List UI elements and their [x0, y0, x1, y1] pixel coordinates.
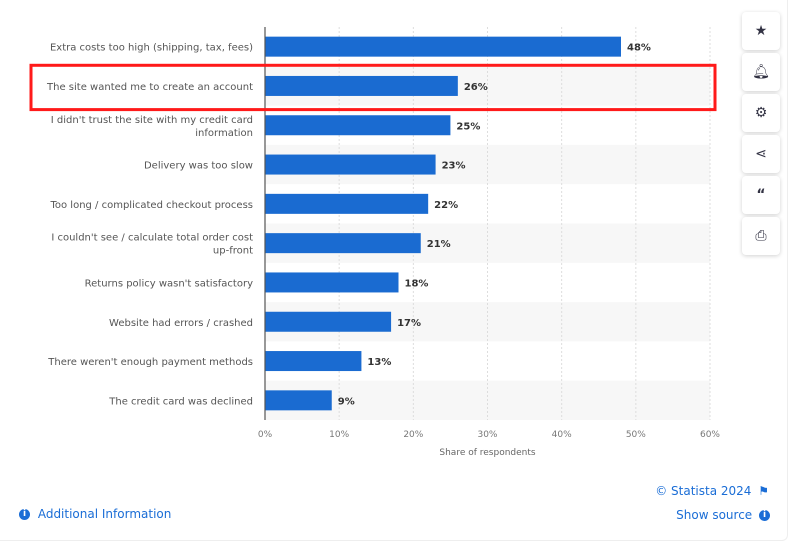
info-icon: i — [19, 509, 30, 520]
x-tick-label: 0% — [258, 430, 273, 440]
x-tick-label: 10% — [329, 430, 349, 440]
notification-button[interactable]: 🔔︎ — [742, 53, 780, 91]
info-icon: i — [759, 510, 770, 521]
print-button[interactable]: ⎙ — [742, 217, 780, 255]
category-label: Too long / complicated checkout process — [49, 200, 253, 211]
category-label: Returns policy wasn't satisfactory — [85, 278, 253, 289]
data-label: 9% — [338, 396, 355, 407]
data-label: 23% — [442, 161, 466, 172]
x-tick-label: 20% — [403, 430, 423, 440]
bar — [265, 311, 392, 332]
highlight-box — [29, 63, 717, 112]
additional-information-link[interactable]: i Additional Information — [19, 507, 171, 521]
cite-button[interactable]: “ — [742, 176, 780, 214]
data-label: 18% — [405, 278, 429, 289]
settings-button[interactable]: ⚙ — [742, 94, 780, 132]
category-label: Website had errors / crashed — [109, 318, 253, 329]
print-icon: ⎙ — [755, 228, 767, 244]
bar — [265, 154, 436, 175]
x-tick-label: 60% — [700, 430, 720, 440]
category-label: The credit card was declined — [108, 396, 253, 407]
data-label: 13% — [367, 357, 391, 368]
bell-icon: 🔔︎ — [752, 64, 770, 80]
flag-icon: ⚑ — [758, 484, 769, 498]
x-tick-label: 30% — [477, 430, 497, 440]
data-label: 48% — [627, 43, 651, 54]
share-icon: ⋖ — [755, 146, 767, 162]
x-axis-title: Share of respondents — [439, 448, 536, 458]
data-label: 26% — [464, 82, 488, 93]
data-label: 25% — [456, 121, 480, 132]
gear-icon: ⚙ — [754, 105, 768, 121]
additional-information-label: Additional Information — [37, 507, 172, 521]
data-label: 21% — [427, 239, 451, 250]
show-source-link[interactable]: Show source i — [676, 508, 770, 522]
star-icon: ★ — [754, 23, 768, 39]
bar — [265, 390, 332, 411]
data-label: 17% — [397, 318, 421, 329]
copyright-label: © Statista 2024 — [655, 484, 752, 498]
chart-card — [0, 0, 788, 541]
statista-copyright-link[interactable]: © Statista 2024 ⚑ — [655, 484, 769, 498]
toolbar: ★ 🔔︎ ⚙ ⋖ “ ⎙ — [742, 12, 780, 258]
show-source-label: Show source — [676, 508, 753, 522]
category-label: I couldn't see / calculate total order c… — [51, 233, 253, 244]
bar — [265, 193, 429, 214]
category-label: I didn't trust the site with my credit c… — [51, 115, 253, 126]
bar — [265, 115, 451, 136]
bar — [265, 233, 421, 254]
favorite-button[interactable]: ★ — [742, 12, 780, 50]
category-label: There weren't enough payment methods — [47, 357, 253, 368]
bar — [265, 272, 399, 293]
data-label: 22% — [434, 200, 458, 211]
category-label: Delivery was too slow — [144, 161, 253, 172]
category-label: Extra costs too high (shipping, tax, fee… — [50, 43, 253, 54]
category-label: The site wanted me to create an account — [46, 82, 253, 93]
share-button[interactable]: ⋖ — [742, 135, 780, 173]
x-tick-label: 50% — [626, 430, 646, 440]
bar — [265, 351, 362, 372]
x-tick-label: 40% — [552, 430, 572, 440]
bar — [265, 75, 458, 96]
category-label: information — [195, 128, 253, 139]
quote-icon: “ — [756, 187, 766, 203]
category-label: up-front — [213, 246, 253, 257]
bar — [265, 36, 621, 57]
